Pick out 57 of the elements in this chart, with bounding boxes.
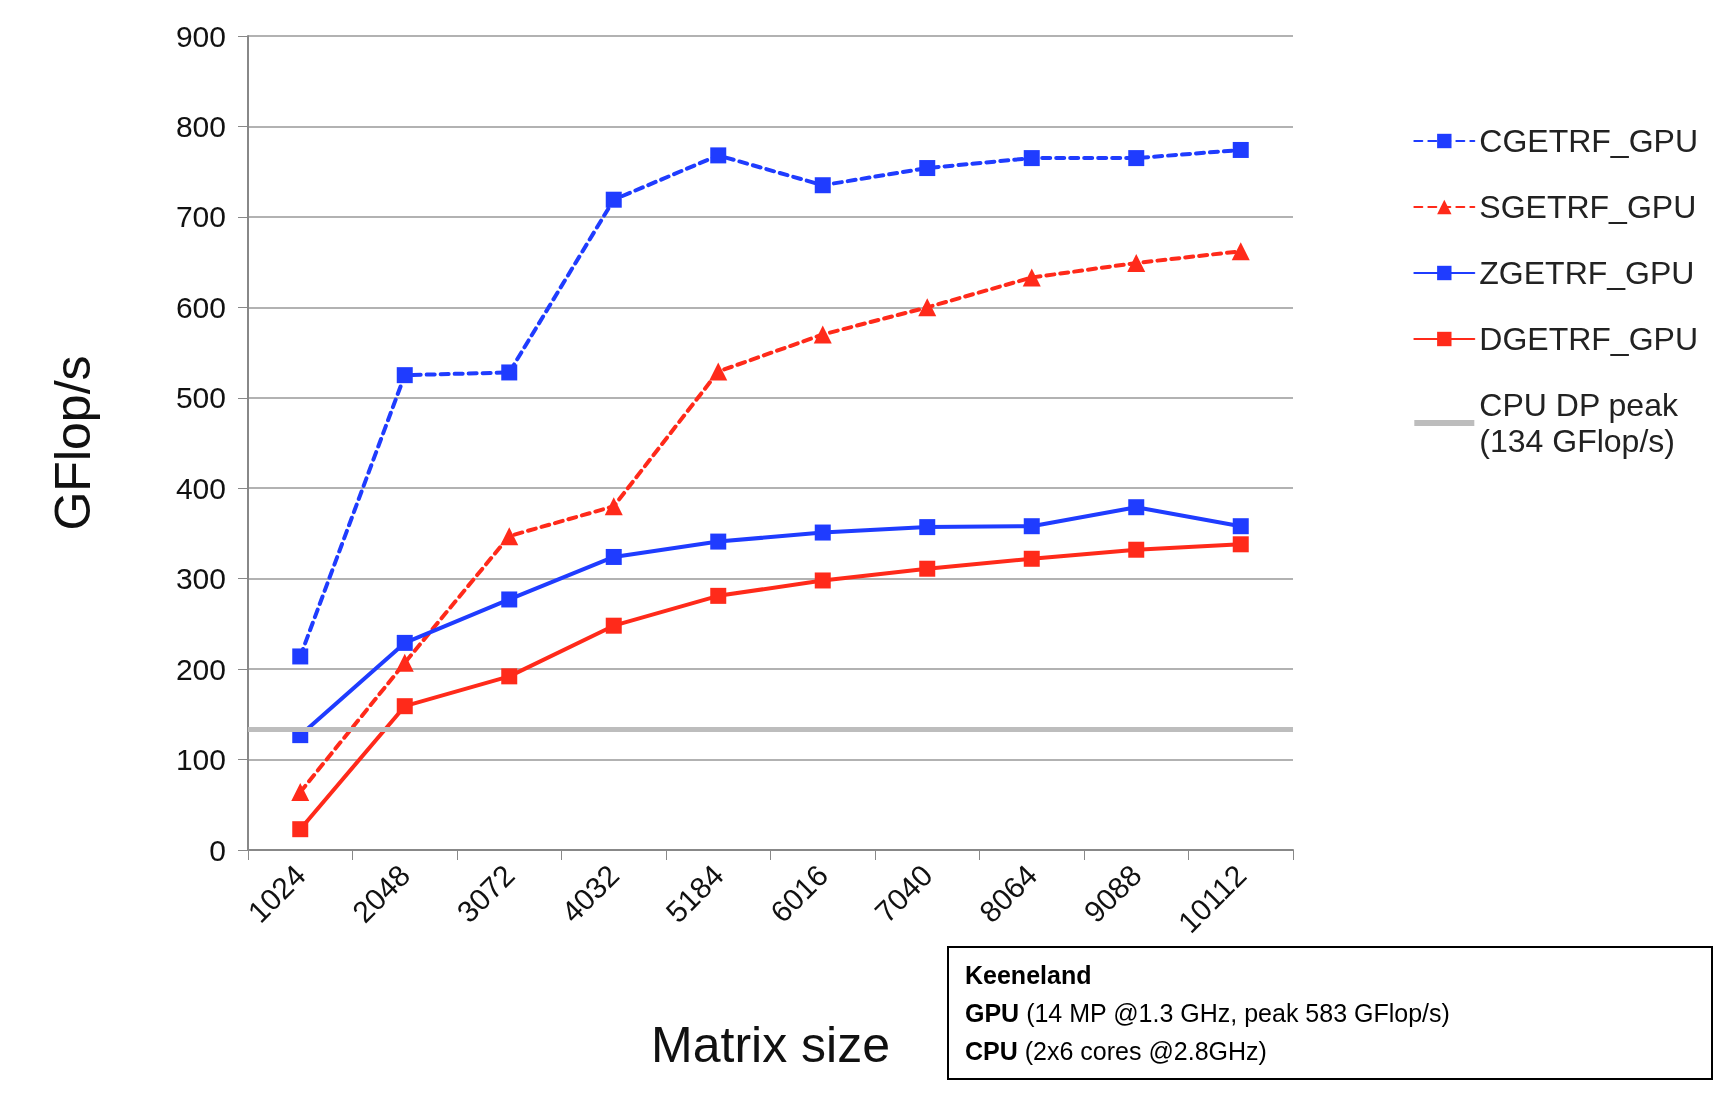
point <box>710 587 727 604</box>
y-tick-label: 900 <box>175 19 226 53</box>
point <box>1128 150 1145 167</box>
point <box>1022 268 1041 287</box>
point <box>605 617 622 634</box>
y-tick-label: 400 <box>175 471 226 505</box>
point <box>396 367 413 384</box>
point <box>396 698 413 715</box>
point <box>500 527 519 546</box>
point <box>395 653 414 672</box>
point <box>501 364 518 381</box>
point <box>1127 254 1146 273</box>
point <box>1232 536 1249 553</box>
legend-label: CPU DP peak (134 GFlop/s) <box>1479 387 1679 459</box>
point <box>605 191 622 208</box>
point <box>1128 499 1145 516</box>
point <box>1023 518 1040 535</box>
point <box>814 572 831 589</box>
x-axis-title: Matrix size <box>651 1017 890 1073</box>
point <box>813 325 832 344</box>
point <box>604 497 623 516</box>
point <box>292 821 309 838</box>
point <box>919 560 936 577</box>
point <box>814 177 831 194</box>
point <box>918 298 937 317</box>
y-tick-label: 800 <box>175 109 226 143</box>
point <box>501 668 518 685</box>
legend-label: DGETRF_GPU <box>1479 321 1698 357</box>
legend-label: CGETRF_GPU <box>1479 123 1698 159</box>
point <box>291 783 310 802</box>
point <box>396 634 413 651</box>
point <box>501 591 518 608</box>
legend-label: ZGETRF_GPU <box>1479 255 1695 291</box>
point <box>1232 141 1249 158</box>
y-tick-label: 100 <box>175 743 226 777</box>
point <box>710 533 727 550</box>
y-tick-label: 600 <box>175 290 226 324</box>
y-tick-label: 200 <box>175 652 226 686</box>
point <box>919 160 936 177</box>
point <box>292 648 309 665</box>
point <box>1232 518 1249 535</box>
point <box>1128 541 1145 558</box>
y-tick-label: 300 <box>175 562 226 596</box>
info-box: Keeneland GPU (14 MP @1.3 GHz, peak 583 GFlop/s) CPU (2x6 cores @2.8GHz) <box>947 946 1713 1080</box>
y-tick-label: 700 <box>175 200 226 234</box>
point <box>709 362 728 381</box>
point <box>1231 242 1250 261</box>
point <box>814 524 831 541</box>
point <box>919 519 936 536</box>
legend-label: SGETRF_GPU <box>1479 189 1697 225</box>
y-axis-title: GFlop/s <box>45 355 101 531</box>
y-tick-label: 500 <box>175 381 226 415</box>
point <box>605 548 622 565</box>
point <box>1023 150 1040 167</box>
y-tick-label: 0 <box>209 833 226 867</box>
point <box>1023 550 1040 567</box>
point <box>710 147 727 164</box>
